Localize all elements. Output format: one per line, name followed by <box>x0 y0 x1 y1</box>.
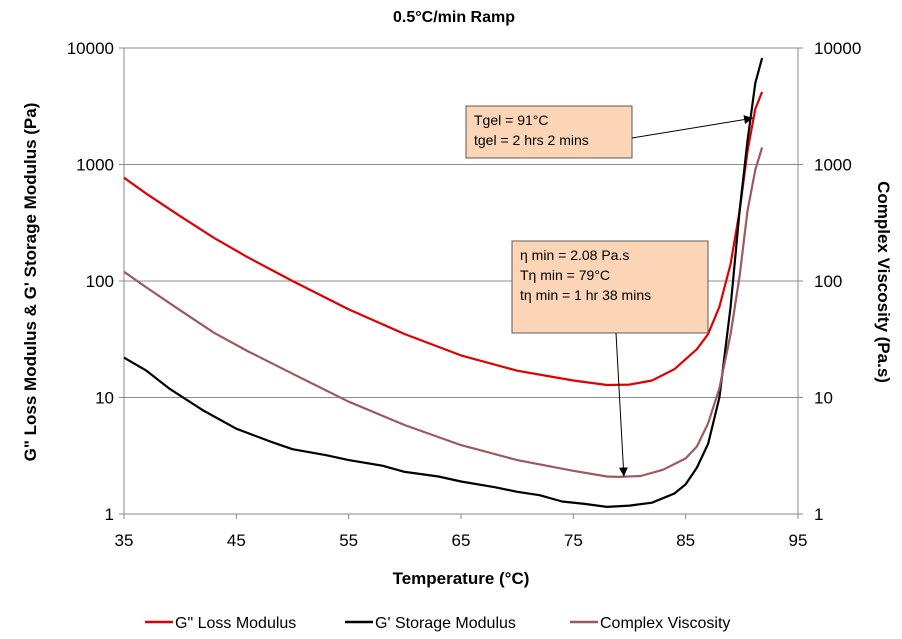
annotations: Tgel = 91°C tgel = 2 hrs 2 mins η min = 2.… <box>465 105 754 477</box>
annotation-gel: Tgel = 91°C tgel = 2 hrs 2 mins <box>465 105 754 159</box>
y-axis-right-ticks: 1 10 100 1000 10000 <box>798 39 861 524</box>
x-tick-label: 55 <box>339 531 358 550</box>
annotation-text: tη min = 1 hr 38 mins <box>520 287 651 303</box>
chart-title: 0.5°C/min Ramp <box>393 9 515 26</box>
annotation-arrow <box>615 332 628 477</box>
x-tick-label: 95 <box>789 531 808 550</box>
y-tick-label-left: 1 <box>105 505 114 524</box>
x-tick-label: 65 <box>452 531 471 550</box>
y-axis-left-title: G" Loss Modulus & G' Storage Modulus (Pa… <box>21 103 40 462</box>
annotation-text: Tη min = 79°C <box>520 267 610 283</box>
annotation-box <box>465 105 633 159</box>
series-line-g-loss-modulus <box>123 91 764 387</box>
annotation-text: Tgel = 91°C <box>474 112 548 128</box>
y-tick-label-left: 10000 <box>67 39 114 58</box>
series-line-g-storage-modulus <box>123 57 764 508</box>
y-tick-label-right: 10 <box>814 389 833 408</box>
legend-item-complex-viscosity: Complex Viscosity <box>570 615 730 632</box>
y-tick-label-right: 100 <box>814 272 842 291</box>
legend-item-g-loss-modulus: G" Loss Modulus <box>145 615 296 632</box>
y-tick-label-left: 10 <box>95 389 114 408</box>
y-tick-label-left: 1000 <box>76 156 114 175</box>
legend-label: G' Storage Modulus <box>375 615 516 632</box>
x-tick-label: 35 <box>115 531 134 550</box>
annotation-text: tgel = 2 hrs 2 mins <box>474 132 589 148</box>
legend-item-g-storage-modulus: G' Storage Modulus <box>345 615 516 632</box>
x-axis-ticks: 35 45 55 65 75 85 95 <box>115 514 808 550</box>
annotation-box <box>511 240 709 334</box>
y-tick-label-right: 1 <box>814 505 823 524</box>
x-tick-label: 45 <box>227 531 246 550</box>
series-line-complex-viscosity <box>123 147 764 478</box>
legend-label: G" Loss Modulus <box>175 615 296 632</box>
series-lines <box>123 57 764 508</box>
y-tick-label-right: 1000 <box>814 156 852 175</box>
annotation-text: η min = 2.08 Pa.s <box>520 247 629 263</box>
x-axis-title: Temperature (°C) <box>393 569 530 588</box>
y-axis-left-ticks: 1 10 100 1000 10000 <box>67 39 124 524</box>
x-tick-label: 75 <box>564 531 583 550</box>
x-tick-label: 85 <box>676 531 695 550</box>
annotation-arrow <box>631 115 754 139</box>
y-axis-right-title: Complex Viscosity (Pa.s) <box>874 181 893 383</box>
legend: G" Loss Modulus G' Storage Modulus Complex… <box>145 615 730 632</box>
annotation-eta: η min = 2.08 Pa.s Tη min = 79°C tη min = 1… <box>511 240 709 477</box>
y-tick-label-right: 10000 <box>814 39 861 58</box>
y-tick-label-left: 100 <box>86 272 114 291</box>
legend-label: Complex Viscosity <box>600 615 730 632</box>
